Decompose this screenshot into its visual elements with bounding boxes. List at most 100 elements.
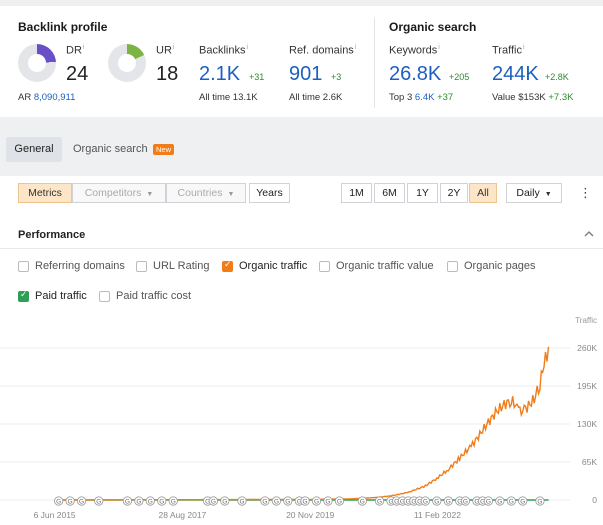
- info-icon: i: [522, 44, 525, 51]
- backlinks-delta: +31: [249, 72, 265, 82]
- traffic-value[interactable]: 244K: [492, 63, 539, 85]
- chevron-up-icon[interactable]: [583, 228, 595, 240]
- svg-text:G: G: [480, 499, 485, 506]
- ref-domains-value[interactable]: 901: [289, 63, 323, 85]
- ref-domains-label[interactable]: Ref. domainsi: [289, 44, 357, 57]
- svg-text:G: G: [509, 499, 514, 506]
- google-update-marker: G: [54, 496, 64, 506]
- svg-text:G: G: [474, 499, 479, 506]
- chart-y-ticks: 260K 195K 130K 65K 0: [577, 343, 597, 505]
- google-update-marker: G: [134, 496, 144, 506]
- new-badge: New: [153, 144, 175, 155]
- svg-text:G: G: [457, 499, 462, 506]
- tab-general[interactable]: General: [6, 137, 62, 162]
- interval-dropdown[interactable]: Daily ▼: [506, 183, 562, 203]
- years-button[interactable]: Years: [249, 183, 290, 203]
- countries-dropdown[interactable]: Countries ▼: [166, 183, 246, 203]
- svg-text:G: G: [423, 499, 428, 506]
- range-1m-button[interactable]: 1M: [341, 183, 372, 203]
- range-1y-button[interactable]: 1Y: [407, 183, 438, 203]
- x-tick-label: 20 Nov 2019: [286, 510, 334, 520]
- svg-text:G: G: [205, 499, 210, 506]
- dr-value: 24: [66, 63, 89, 85]
- svg-text:G: G: [159, 499, 164, 506]
- checkbox-box: [18, 290, 29, 302]
- svg-text:G: G: [79, 499, 84, 506]
- dr-donut-chart: [18, 44, 56, 82]
- svg-text:G: G: [360, 499, 365, 506]
- google-update-marker: G: [283, 496, 293, 506]
- backlinks-label[interactable]: Backlinksi: [199, 44, 249, 57]
- google-update-marker: G: [237, 496, 247, 506]
- info-icon: i: [82, 44, 85, 51]
- x-tick-label: 6 Jun 2015: [34, 510, 76, 520]
- svg-text:G: G: [136, 499, 141, 506]
- svg-text:G: G: [434, 499, 439, 506]
- checkbox-box: [222, 260, 233, 272]
- info-icon: i: [246, 44, 249, 51]
- traffic-label[interactable]: Traffici: [492, 44, 525, 57]
- checkbox-box: [136, 261, 147, 272]
- caret-down-icon: ▼: [544, 191, 552, 198]
- svg-text:G: G: [337, 499, 342, 506]
- svg-text:G: G: [486, 499, 491, 506]
- google-update-marker: G: [535, 496, 545, 506]
- info-icon: i: [438, 44, 440, 51]
- svg-text:G: G: [497, 499, 502, 506]
- svg-text:G: G: [285, 499, 290, 506]
- competitors-dropdown[interactable]: Competitors ▼: [72, 183, 166, 203]
- google-update-marker: G: [65, 496, 75, 506]
- google-update-marker: G: [357, 496, 367, 506]
- chart-x-ticks: 6 Jun 2015 28 Aug 2017 20 Nov 2019 11 Feb 2…: [34, 510, 462, 520]
- info-icon: i: [172, 44, 175, 51]
- google-update-marker: G: [208, 496, 218, 506]
- performance-card: [0, 176, 603, 525]
- divider: [0, 248, 603, 249]
- svg-text:G: G: [239, 499, 244, 506]
- ref-domains-all-time: All time 2.6K: [289, 92, 343, 103]
- y-tick-label: 195K: [577, 381, 597, 391]
- range-6m-button[interactable]: 6M: [374, 183, 405, 203]
- svg-text:G: G: [302, 499, 307, 506]
- x-tick-label: 28 Aug 2017: [159, 510, 207, 520]
- metrics-button[interactable]: Metrics: [18, 183, 72, 203]
- range-2y-button[interactable]: 2Y: [440, 183, 468, 203]
- performance-title: Performance: [18, 229, 86, 241]
- google-update-marker: G: [323, 496, 333, 506]
- keywords-label[interactable]: Keywordsi: [389, 44, 440, 57]
- svg-text:G: G: [406, 499, 411, 506]
- traffic-value-sub: Value $153K +7.3K: [492, 92, 574, 103]
- google-update-marker: G: [220, 496, 230, 506]
- caret-down-icon: ▼: [146, 191, 154, 198]
- google-update-marker: G: [76, 496, 87, 506]
- google-update-marker: G: [518, 496, 528, 506]
- tab-organic-search[interactable]: Organic search: [73, 143, 148, 155]
- svg-text:G: G: [417, 499, 422, 506]
- checkbox-box: [99, 291, 110, 302]
- keywords-delta: +205: [449, 72, 470, 82]
- more-options-icon[interactable]: ⋮: [579, 185, 592, 200]
- svg-text:G: G: [125, 499, 130, 506]
- google-update-marker: G: [420, 496, 430, 506]
- svg-text:G: G: [68, 499, 73, 506]
- traffic-delta: +2.8K: [545, 72, 569, 82]
- svg-text:G: G: [211, 499, 216, 506]
- svg-text:G: G: [377, 499, 382, 506]
- svg-text:G: G: [262, 499, 267, 506]
- section-divider: [374, 18, 375, 108]
- caret-down-icon: ▼: [227, 191, 235, 198]
- performance-chart[interactable]: Traffic 260K 195K 130K 65K 0 6 Jun 2015 28 Au…: [0, 310, 603, 525]
- dr-label[interactable]: DRi: [66, 44, 85, 57]
- range-all-button[interactable]: All: [469, 183, 497, 203]
- svg-text:G: G: [171, 499, 176, 506]
- google-update-marker: G: [432, 496, 442, 506]
- ur-label[interactable]: URi: [156, 44, 175, 57]
- google-update-marker: G: [145, 496, 155, 506]
- backlinks-value[interactable]: 2.1K: [199, 63, 241, 85]
- keywords-value[interactable]: 26.8K: [389, 63, 442, 85]
- ur-value: 18: [156, 63, 179, 85]
- info-icon: i: [354, 44, 357, 51]
- svg-text:G: G: [274, 499, 279, 506]
- checkbox-box: [319, 261, 330, 272]
